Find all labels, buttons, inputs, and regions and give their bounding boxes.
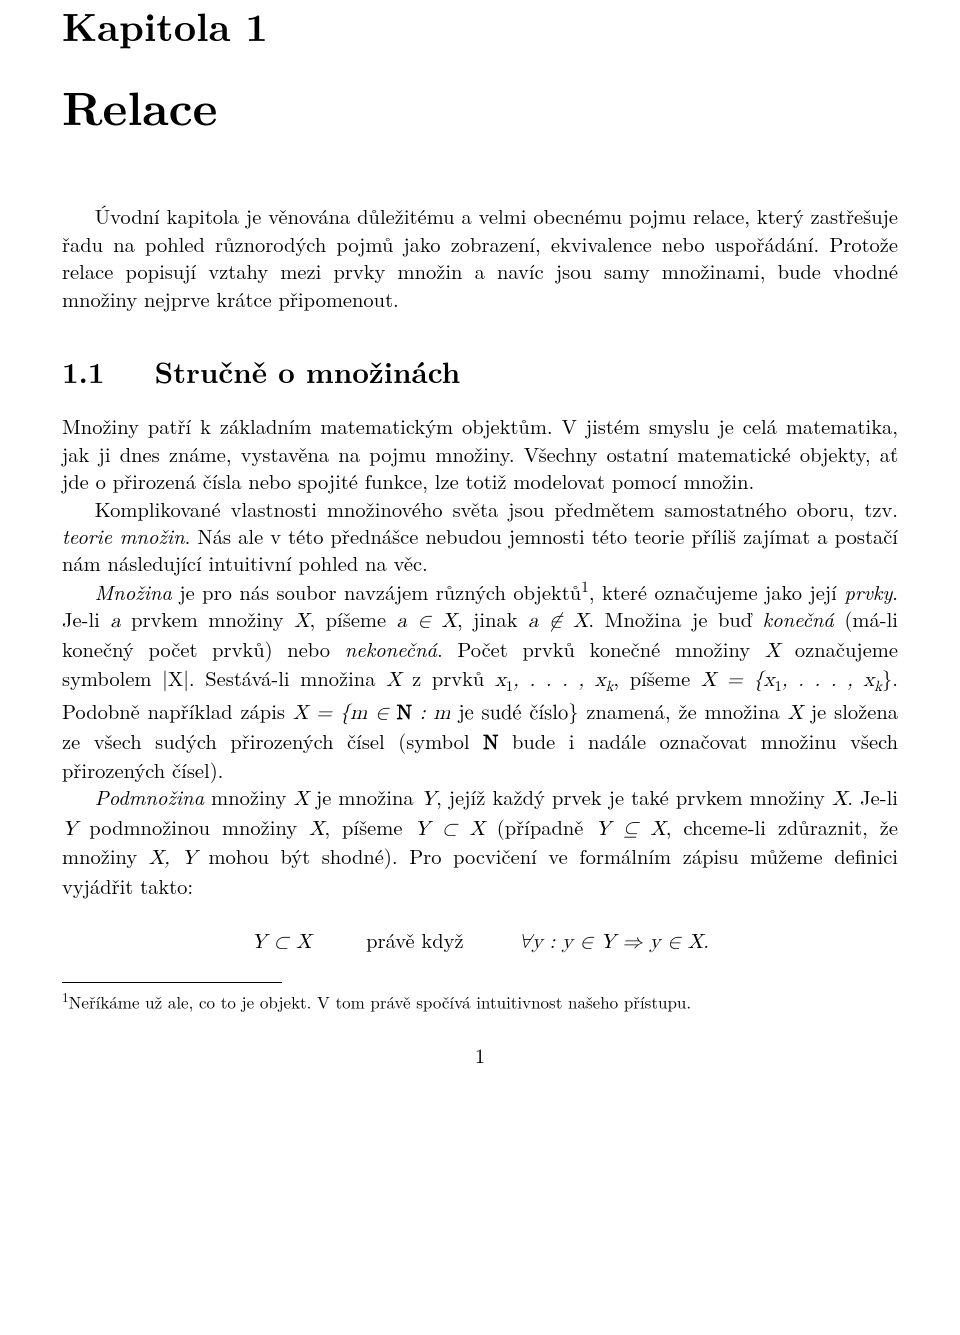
math-var: X bbox=[293, 788, 308, 809]
math-expr: Y ⊆ X bbox=[595, 818, 665, 839]
italic-term: prvky bbox=[844, 577, 892, 606]
text: je pro nás soubor navzájem různých objek… bbox=[172, 577, 581, 606]
text: , jejíž každý prvek je také prvkem množi… bbox=[436, 782, 832, 811]
math-expr: X, Y bbox=[149, 847, 197, 868]
text: . Množina je buď bbox=[588, 604, 762, 633]
math-expr: Y ⊂ X bbox=[414, 818, 484, 839]
text: . Počet prvků konečné množiny bbox=[437, 634, 765, 663]
math-var: x bbox=[495, 669, 506, 690]
text: z prvků bbox=[401, 663, 495, 692]
math-var: X bbox=[294, 610, 309, 631]
footnote-ref: 1 bbox=[581, 576, 589, 597]
math-expr: |X| bbox=[162, 669, 189, 690]
text: znamená, že množina bbox=[578, 696, 787, 725]
footnote-marker: 1 bbox=[62, 987, 69, 1006]
text: , píšeme bbox=[309, 604, 396, 633]
text: . Nás ale v této přednášce nebudou jemno… bbox=[62, 521, 898, 577]
math-N: N bbox=[483, 732, 498, 753]
text: prvkem množiny bbox=[121, 604, 294, 633]
text: , které označujeme jako její bbox=[589, 577, 845, 606]
footnote: 1Neříkáme už ale, co to je objekt. V tom… bbox=[62, 987, 898, 1014]
math-sub: 1 bbox=[774, 679, 781, 694]
text: (případně bbox=[485, 812, 595, 841]
math-var: X bbox=[765, 640, 780, 661]
math-expr: a ∉ X bbox=[528, 610, 588, 631]
display-equation: Y ⊂ X právě když ∀y : y ∈ Y ⇒ y ∈ X. bbox=[62, 925, 898, 954]
paragraph-4: Podmnožina množiny X je množina Y, jejíž… bbox=[62, 783, 898, 899]
math-var: X bbox=[788, 702, 803, 723]
math-N: N bbox=[397, 702, 412, 723]
italic-term: Podmnožina bbox=[95, 782, 204, 811]
section-number: 1.1 bbox=[62, 350, 105, 392]
math-var: X bbox=[309, 818, 324, 839]
document-page: Kapitola 1 Relace Úvodní kapitola je věn… bbox=[0, 0, 960, 1089]
text: množiny bbox=[204, 782, 293, 811]
eq-lhs: Y ⊂ X bbox=[251, 931, 311, 952]
intro-block: Úvodní kapitola je věnována důležitému a… bbox=[62, 202, 898, 312]
text: je množina bbox=[309, 782, 421, 811]
math-var: X bbox=[832, 788, 847, 809]
section-title: Stručně o množinách bbox=[155, 350, 461, 392]
math-var: a bbox=[110, 610, 120, 631]
math-expr: a ∈ X bbox=[397, 610, 457, 631]
footnote-text: Neříkáme už ale, co to je objekt. V tom … bbox=[69, 990, 691, 1014]
text: Komplikované vlastnosti množinového svět… bbox=[95, 494, 898, 523]
section-body: Množiny patří k základním matematickým o… bbox=[62, 412, 898, 954]
math-expr: : m bbox=[412, 702, 450, 723]
math-expr: } bbox=[882, 669, 892, 690]
footnote-rule bbox=[62, 982, 282, 983]
paragraph-3: Množina je pro nás soubor navzájem různý… bbox=[62, 577, 898, 784]
text: , jinak bbox=[457, 604, 528, 633]
text: . Sestává-li množina bbox=[189, 663, 386, 692]
italic-term: Množina bbox=[95, 577, 172, 606]
math-expr: , . . . , x bbox=[513, 669, 605, 690]
intro-paragraph: Úvodní kapitola je věnována důležitému a… bbox=[62, 202, 898, 312]
text: , píšeme bbox=[613, 663, 700, 692]
chapter-label: Kapitola 1 bbox=[62, 4, 898, 47]
text: . Je-li bbox=[847, 782, 898, 811]
math-var: X bbox=[386, 669, 401, 690]
math-expr: X = {x bbox=[701, 669, 775, 690]
math-expr: je sudé číslo} bbox=[450, 702, 578, 723]
math-var: Y bbox=[62, 818, 77, 839]
text: podmnožinou množiny bbox=[77, 812, 309, 841]
paragraph-2: Komplikované vlastnosti množinového svět… bbox=[62, 495, 898, 577]
paragraph-1: Množiny patří k základním matematickým o… bbox=[62, 412, 898, 494]
math-var: Y bbox=[421, 788, 436, 809]
math-expr: , . . . , x bbox=[782, 669, 874, 690]
math-sub: k bbox=[874, 679, 882, 694]
text: , píšeme bbox=[324, 812, 414, 841]
italic-term: teorie množin bbox=[62, 521, 185, 550]
chapter-title: Relace bbox=[62, 81, 898, 130]
italic-term: nekonečná bbox=[345, 634, 437, 663]
eq-rhs: ∀y : y ∈ Y ⇒ y ∈ X. bbox=[518, 931, 709, 952]
math-expr: X = {m ∈ bbox=[293, 702, 397, 723]
section-heading: 1.1 Stručně o množinách bbox=[62, 350, 898, 392]
page-number: 1 bbox=[62, 1040, 898, 1069]
italic-term: konečná bbox=[763, 604, 834, 633]
eq-text: právě když bbox=[366, 925, 463, 954]
